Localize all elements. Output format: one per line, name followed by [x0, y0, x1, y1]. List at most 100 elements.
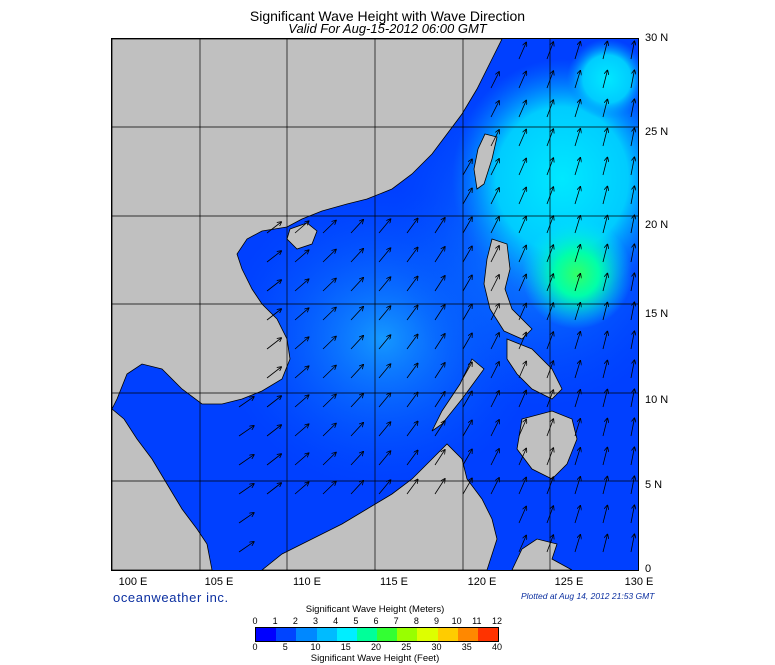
legend-feet-tick: 35: [461, 642, 472, 652]
wave-direction-arrow: [322, 424, 336, 437]
wave-direction-arrow: [518, 188, 526, 205]
wave-direction-arrow: [602, 100, 607, 118]
wave-direction-arrow: [574, 129, 580, 147]
legend-meters-tick: 0: [252, 616, 258, 626]
wave-direction-arrow: [378, 451, 391, 466]
wave-direction-arrow: [406, 335, 418, 350]
wave-direction-arrow: [630, 273, 634, 292]
wave-direction-arrow: [294, 337, 309, 350]
legend-color-swatch: [397, 628, 418, 641]
wave-direction-arrow: [350, 278, 363, 292]
wave-direction-arrow: [434, 421, 445, 437]
wave-direction-arrow: [574, 390, 580, 408]
wave-direction-arrow: [574, 303, 580, 321]
wave-direction-arrow: [350, 220, 363, 234]
wave-direction-arrow: [602, 245, 607, 263]
wave-direction-arrow: [378, 393, 391, 408]
wave-direction-arrow: [294, 221, 309, 234]
wave-direction-arrow: [518, 217, 526, 234]
wave-direction-arrow: [574, 245, 580, 263]
wave-direction-arrow: [602, 535, 607, 553]
legend-feet-tick: 30: [431, 642, 442, 652]
wave-direction-arrow: [406, 480, 418, 495]
wave-direction-arrow: [266, 251, 281, 263]
wave-direction-arrow: [462, 333, 472, 350]
wave-direction-arrow: [518, 130, 526, 147]
wave-direction-arrow: [350, 423, 363, 437]
legend-meters-tick: 8: [413, 616, 419, 626]
wave-direction-arrow: [238, 513, 254, 524]
lon-label-100: 100 E: [118, 576, 148, 588]
wave-direction-arrow: [574, 535, 580, 553]
wave-direction-arrow: [406, 422, 418, 437]
wave-direction-arrow: [518, 101, 526, 118]
wave-direction-arrow: [518, 420, 526, 437]
wave-direction-arrow: [546, 187, 553, 205]
wave-direction-arrow: [406, 277, 418, 292]
lon-label-105: 105 E: [204, 576, 234, 588]
wave-direction-arrow: [574, 419, 580, 437]
wave-direction-arrow: [266, 367, 281, 379]
legend-meters-tick: 11: [472, 616, 482, 626]
wave-direction-arrow: [322, 221, 336, 234]
legend-feet-tick: 25: [401, 642, 412, 652]
wave-direction-arrow: [574, 158, 580, 176]
wave-direction-arrow: [378, 219, 391, 234]
wave-direction-arrow: [350, 452, 363, 466]
wave-direction-arrow: [630, 128, 634, 147]
wave-direction-arrow: [546, 477, 553, 495]
wave-direction-arrow: [294, 453, 309, 466]
wave-direction-arrow: [546, 129, 553, 147]
wave-direction-arrow: [462, 478, 472, 495]
wave-direction-arrow: [602, 303, 607, 321]
wave-direction-arrow: [434, 334, 445, 350]
land-masses: [112, 39, 578, 570]
wave-direction-arrow: [546, 419, 553, 437]
legend-color-swatch: [377, 628, 398, 641]
legend-color-swatch: [296, 628, 317, 641]
land-malay-peninsula: [112, 408, 213, 570]
wave-direction-arrow: [630, 41, 634, 60]
land-sulawesi: [511, 538, 573, 570]
lon-label-120: 120 E: [467, 576, 497, 588]
legend-feet-tick: 0: [252, 642, 258, 652]
wave-direction-arrow: [406, 451, 418, 466]
wave-direction-arrow: [602, 42, 607, 60]
land-mindanao: [516, 410, 578, 480]
wave-direction-arrow: [350, 481, 363, 495]
wave-direction-arrow: [238, 455, 254, 466]
wave-direction-arrow: [350, 394, 363, 408]
wave-direction-arrow: [462, 159, 472, 176]
wave-direction-arrow: [630, 99, 634, 118]
lon-label-130: 130 E: [624, 576, 654, 588]
wave-direction-arrow: [266, 483, 281, 495]
land-visayas: [506, 338, 563, 400]
wave-direction-arrow: [266, 222, 281, 234]
wave-direction-arrow: [490, 420, 499, 437]
legend-meters-tick: 2: [292, 616, 298, 626]
wave-direction-arrow: [378, 422, 391, 437]
wave-direction-arrow: [546, 274, 553, 292]
lat-label-20: 20 N: [645, 219, 669, 231]
wave-direction-arrow: [462, 217, 472, 234]
wave-direction-arrow: [630, 389, 634, 408]
wave-direction-arrow: [630, 505, 634, 524]
wave-direction-arrow: [490, 246, 499, 263]
legend-meters-tick: 4: [333, 616, 339, 626]
wave-direction-arrow: [490, 478, 499, 495]
wave-direction-arrow: [630, 70, 634, 89]
wave-direction-arrow: [630, 534, 634, 553]
wave-direction-arrow: [546, 448, 553, 466]
wave-direction-arrow: [630, 447, 634, 466]
wave-direction-arrow: [490, 130, 499, 147]
wave-direction-arrow: [378, 335, 391, 350]
lat-label-25: 25 N: [645, 126, 669, 138]
wave-direction-arrow: [490, 304, 499, 321]
sea-high-zone-north: [567, 39, 638, 119]
wave-direction-arrow: [350, 307, 363, 321]
wave-direction-arrow: [518, 304, 526, 321]
plotted-timestamp: Plotted at Aug 14, 2012 21:53 GMT: [521, 591, 655, 601]
wave-direction-arrow: [602, 419, 607, 437]
chart-title: Significant Wave Height with Wave Direct…: [249, 8, 526, 24]
legend-feet-tick: 5: [282, 642, 288, 652]
